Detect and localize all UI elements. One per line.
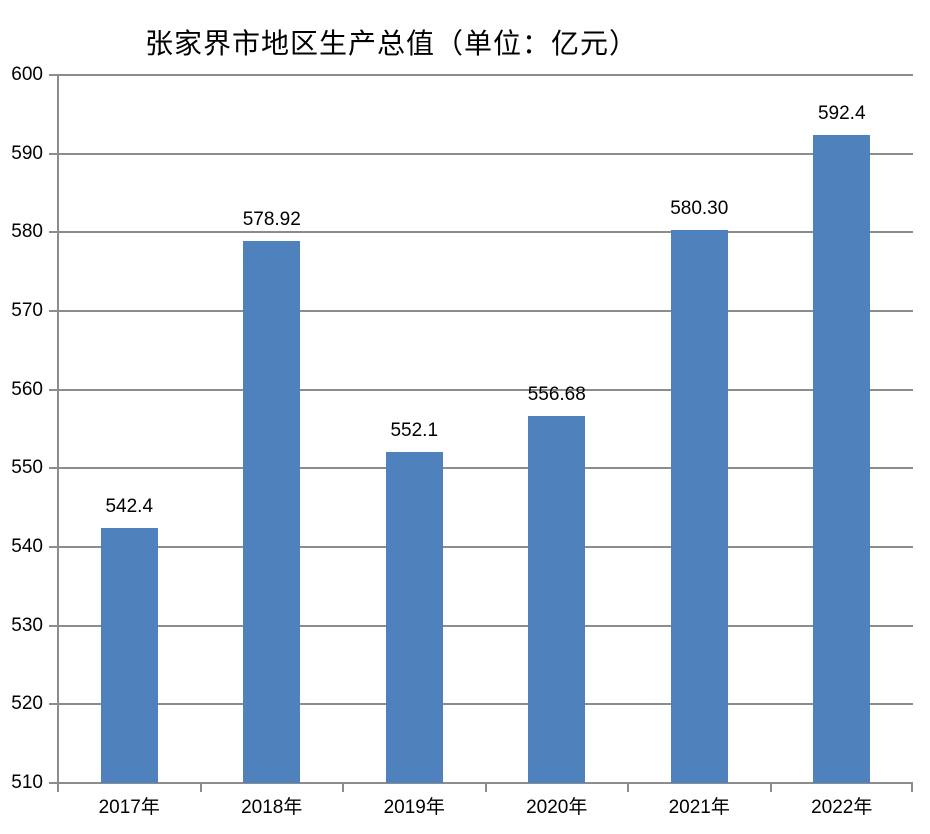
gridline — [49, 467, 913, 470]
bar — [670, 229, 728, 783]
bar-value-label: 578.92 — [242, 208, 301, 230]
bar-value-label: 556.68 — [527, 383, 586, 405]
gridline — [49, 231, 913, 234]
x-axis-category-label: 2020年 — [526, 797, 588, 818]
y-axis-line — [57, 75, 59, 792]
x-axis-category-label: 2018年 — [241, 797, 303, 818]
gridline — [49, 703, 913, 706]
bar — [813, 134, 871, 783]
chart-title: 张家界市地区生产总值（单位：亿元） — [145, 27, 639, 60]
gridline — [49, 546, 913, 548]
y-axis-tick-label: 540 — [11, 536, 43, 557]
gridline — [49, 624, 913, 627]
y-axis-tick-label: 580 — [11, 221, 43, 243]
x-axis-tick — [911, 783, 913, 792]
y-axis-tick-label: 510 — [11, 772, 43, 793]
gridline — [49, 310, 913, 312]
bar — [385, 451, 443, 783]
y-axis-tick-label: 560 — [11, 378, 43, 400]
bar — [243, 240, 301, 783]
x-axis-tick — [627, 783, 629, 792]
bar-value-label: 592.4 — [817, 102, 866, 124]
x-axis-tick — [342, 783, 344, 792]
x-axis-category-label: 2022年 — [811, 797, 873, 818]
y-axis-tick-label: 570 — [11, 300, 43, 321]
bar-value-label: 580.30 — [670, 197, 729, 219]
bar — [100, 528, 158, 783]
gridline — [49, 74, 913, 76]
x-axis-category-label: 2017年 — [98, 797, 160, 818]
bar-value-label: 552.1 — [390, 419, 439, 441]
y-axis-tick-label: 520 — [11, 693, 43, 715]
y-axis-tick-label: 590 — [11, 142, 43, 164]
bar-value-label: 542.4 — [105, 496, 154, 518]
x-axis-line — [49, 782, 913, 784]
x-axis-category-label: 2021年 — [668, 797, 730, 818]
x-axis-tick — [200, 783, 202, 792]
y-axis-tick-label: 550 — [11, 457, 43, 479]
y-axis-tick-label: 600 — [11, 64, 43, 85]
gridline — [49, 388, 913, 391]
bar — [528, 415, 586, 783]
x-axis-category-label: 2019年 — [383, 797, 445, 818]
gridline — [49, 152, 913, 155]
x-axis-tick — [770, 783, 772, 792]
plot-area: 510 520 530 540 550 560 570 580 590 600 542.4 2017年… — [11, 64, 913, 818]
y-axis-tick-label: 530 — [11, 614, 43, 636]
x-axis-tick — [485, 783, 487, 792]
